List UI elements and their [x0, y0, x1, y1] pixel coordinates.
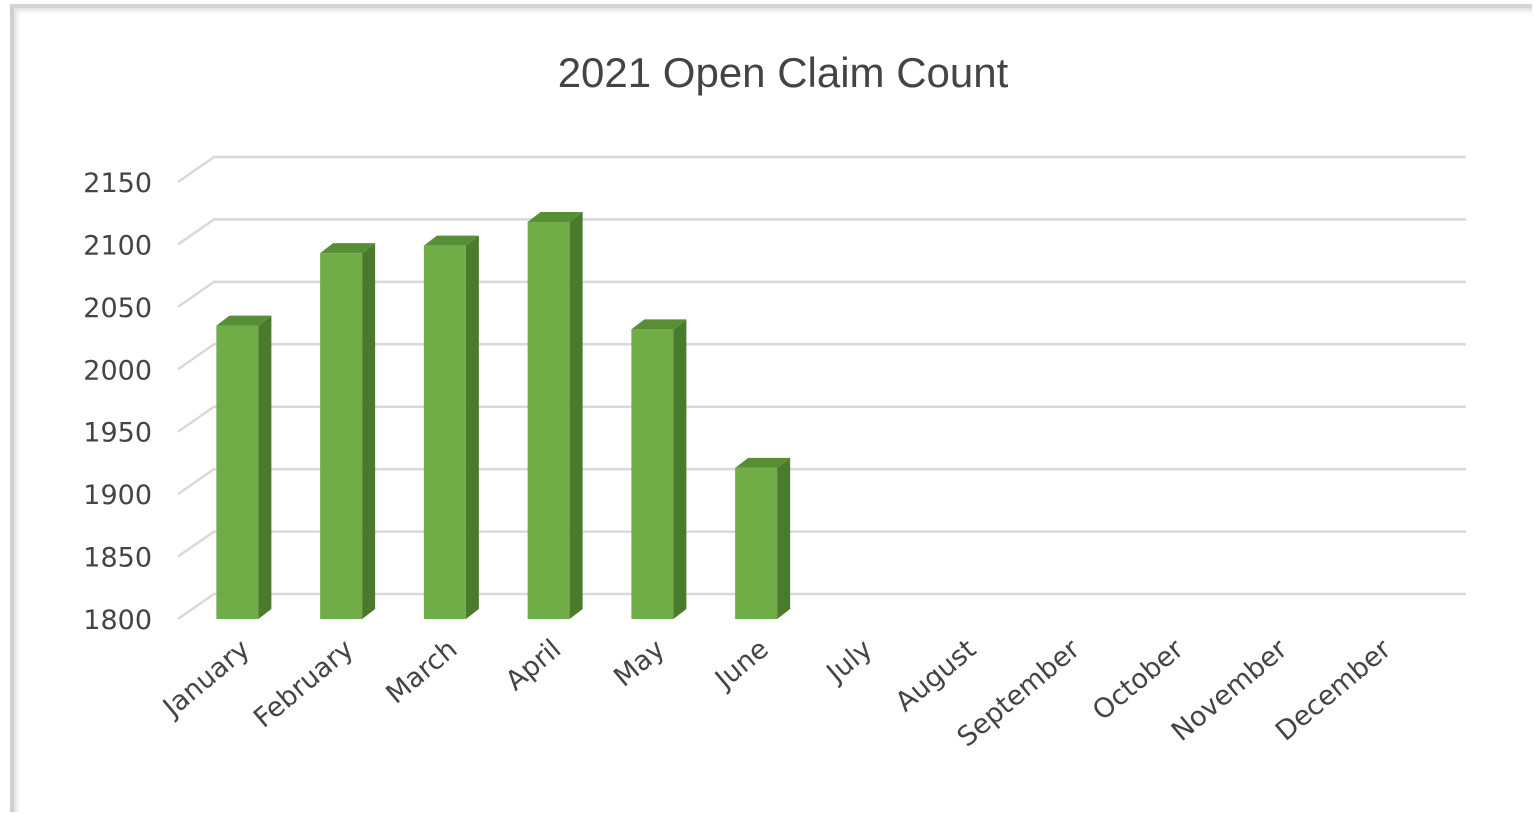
gridline — [177, 280, 1466, 308]
x-tick-label: July — [820, 634, 879, 690]
gridline — [177, 218, 1466, 246]
bar — [320, 243, 376, 619]
bar — [216, 315, 272, 619]
bar-front — [216, 325, 259, 619]
x-tick-label: December — [1270, 633, 1398, 747]
bar-top — [527, 211, 583, 222]
x-tick-label: March — [380, 634, 463, 711]
y-tick-label: 1800 — [83, 605, 152, 636]
bar-top — [735, 457, 791, 468]
bar-front — [320, 253, 363, 619]
x-tick-label: June — [708, 634, 775, 697]
bar-side — [465, 235, 479, 620]
x-tick-label: August — [890, 634, 982, 718]
gridlines — [177, 155, 1466, 621]
y-tick-label: 1950 — [83, 418, 152, 449]
x-tick-label: February — [248, 634, 360, 735]
bar-top — [216, 315, 272, 326]
bar-side — [362, 243, 376, 619]
gridline — [177, 405, 1466, 433]
y-tick-label: 1900 — [83, 480, 152, 511]
bar-side — [258, 315, 272, 619]
chart-title: 2021 Open Claim Count — [558, 49, 1009, 96]
x-tick-label: May — [608, 634, 671, 694]
y-tick-label: 2150 — [83, 168, 152, 199]
bar-side — [777, 457, 791, 619]
x-tick-label: October — [1087, 633, 1190, 727]
bar-side — [569, 211, 583, 619]
bar-front — [735, 467, 778, 619]
bar — [631, 319, 687, 619]
bar — [527, 211, 583, 619]
x-tick-label: April — [500, 634, 567, 697]
y-tick-label: 2050 — [83, 293, 152, 324]
bar-front — [631, 329, 674, 619]
bar-top — [423, 235, 479, 246]
y-tick-label: 2100 — [83, 230, 152, 261]
bar — [423, 235, 479, 620]
bar — [735, 457, 791, 619]
gridline — [177, 530, 1466, 558]
x-tick-label: January — [156, 634, 256, 725]
bars — [216, 211, 791, 620]
bar-front — [423, 245, 466, 620]
y-tick-label: 1850 — [83, 543, 152, 574]
gridline — [177, 343, 1466, 371]
y-axis: 1800 1850 1900 1950 2000 2050 2100 2150 — [83, 168, 152, 636]
y-tick-label: 2000 — [83, 355, 152, 386]
gridline — [177, 592, 1466, 621]
bar-top — [320, 243, 376, 254]
gridline — [177, 155, 1466, 184]
bar-side — [673, 319, 687, 619]
gridline — [177, 467, 1466, 496]
bar-top — [631, 319, 687, 330]
bar-front — [527, 221, 570, 619]
